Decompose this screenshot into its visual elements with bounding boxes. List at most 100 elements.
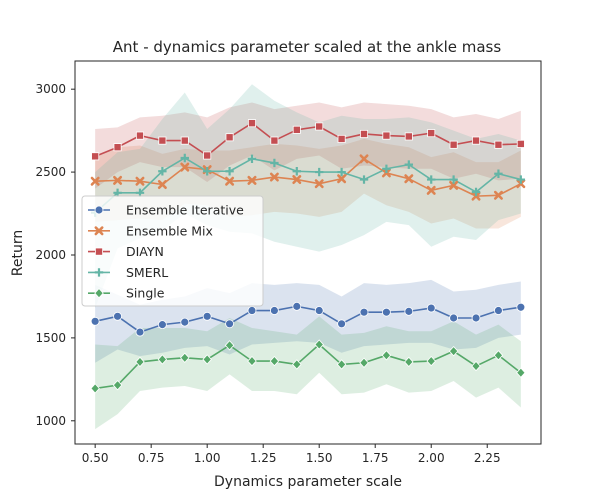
- legend-label-single: Single: [126, 286, 165, 301]
- point-single: [493, 350, 504, 361]
- point-single: [112, 379, 123, 391]
- legend-box: [81, 195, 264, 307]
- legend-items: Ensemble Iterative Ensemble Mix DIAYN SMERL…: [88, 203, 244, 301]
- legend-marker-ensemble-iterative: [94, 205, 104, 215]
- point-ensemble-mix: [337, 174, 347, 184]
- point-single: [157, 354, 168, 365]
- point-ensemble-iterative: [314, 306, 324, 315]
- point-smerl: [494, 169, 503, 178]
- point-single: [336, 359, 347, 370]
- point-single: [516, 367, 526, 378]
- legend-marker-smerl: [94, 268, 104, 277]
- point-ensemble-mix: [269, 172, 279, 182]
- legend-item-ensemble-iterative: Ensemble Iterative: [88, 203, 244, 218]
- point-diayn: [270, 136, 279, 145]
- point-ensemble-iterative: [247, 306, 257, 315]
- point-ensemble-iterative: [359, 307, 369, 317]
- markers-diayn: [91, 119, 525, 161]
- legend-label-diayn: DIAYN: [126, 244, 164, 259]
- point-smerl: [247, 154, 257, 164]
- legend-label-smerl: SMERL: [126, 265, 168, 280]
- x-tick-label: 1.00: [194, 451, 221, 465]
- point-single: [247, 355, 257, 367]
- point-ensemble-mix: [180, 162, 190, 172]
- x-tick-label: 1.75: [362, 451, 389, 465]
- markers-ensemble-mix: [90, 154, 526, 201]
- y-tick-label: 2000: [35, 248, 66, 262]
- band-ensemble-mix: [95, 138, 521, 229]
- point-ensemble-mix: [359, 154, 369, 164]
- point-ensemble-mix: [314, 179, 324, 189]
- point-diayn: [225, 133, 234, 142]
- band-smerl: [95, 84, 521, 309]
- point-diayn: [158, 136, 167, 145]
- point-smerl: [225, 167, 234, 176]
- y-tick-label: 2500: [35, 165, 66, 179]
- point-single: [269, 355, 280, 367]
- point-smerl: [270, 158, 279, 168]
- chart-title: Ant - dynamics parameter scaled at the a…: [113, 38, 502, 56]
- point-single: [471, 360, 481, 372]
- point-ensemble-iterative: [404, 306, 414, 316]
- plot-frame: [74, 60, 542, 445]
- point-diayn: [449, 140, 458, 149]
- point-diayn: [360, 129, 369, 138]
- point-smerl: [382, 164, 391, 173]
- x-axis-ticks: 0.50 0.75 1.00 1.25 1.50 1.75 2.00 2.25: [82, 444, 501, 465]
- point-smerl: [180, 153, 189, 163]
- point-single: [359, 357, 369, 368]
- legend-item-diayn: DIAYN: [88, 244, 164, 259]
- y-tick-label: 1500: [35, 331, 66, 345]
- x-tick-label: 1.25: [250, 451, 277, 465]
- point-ensemble-mix: [113, 175, 123, 185]
- point-ensemble-iterative: [382, 307, 391, 317]
- point-diayn: [203, 151, 212, 160]
- y-axis-ticks: 1000 1500 2000 2500 3000: [35, 82, 75, 428]
- point-single: [381, 350, 392, 361]
- legend-marker-ensemble-mix: [94, 226, 104, 236]
- legend-label-ensemble-iterative: Ensemble Iterative: [126, 203, 244, 218]
- point-ensemble-iterative: [449, 313, 459, 323]
- point-smerl: [292, 167, 301, 176]
- point-smerl: [337, 167, 346, 177]
- point-single: [202, 354, 212, 365]
- point-ensemble-mix: [225, 176, 235, 186]
- point-diayn: [135, 131, 144, 140]
- point-single: [314, 339, 324, 350]
- point-single: [180, 352, 190, 363]
- y-tick-label: 1000: [35, 414, 66, 428]
- point-ensemble-iterative: [494, 306, 503, 315]
- point-ensemble-mix: [90, 176, 100, 186]
- point-single: [426, 355, 436, 367]
- legend-item-ensemble-mix: Ensemble Mix: [88, 223, 213, 238]
- band-single: [95, 316, 521, 430]
- point-smerl: [359, 175, 369, 184]
- point-smerl: [315, 167, 324, 177]
- point-ensemble-mix: [157, 180, 167, 190]
- point-single: [404, 356, 414, 368]
- point-diayn: [337, 134, 346, 143]
- x-tick-label: 0.50: [82, 451, 109, 465]
- x-tick-label: 2.25: [474, 451, 501, 465]
- markers-ensemble-iterative: [90, 301, 526, 337]
- point-ensemble-iterative: [225, 319, 234, 329]
- point-diayn: [472, 136, 481, 145]
- point-diayn: [427, 129, 436, 138]
- legend-marker-single: [94, 288, 104, 299]
- point-diayn: [91, 152, 100, 161]
- point-single: [292, 359, 302, 370]
- x-tick-label: 2.00: [418, 451, 445, 465]
- point-smerl: [449, 175, 458, 184]
- x-axis-label: Dynamics parameter scale: [214, 474, 402, 490]
- y-tick-label: 3000: [35, 82, 66, 96]
- point-ensemble-iterative: [426, 303, 436, 313]
- markers-single: [90, 339, 526, 394]
- point-diayn: [494, 140, 503, 149]
- point-diayn: [292, 125, 301, 134]
- point-diayn: [180, 136, 189, 145]
- x-tick-label: 0.75: [138, 451, 165, 465]
- point-ensemble-mix: [247, 175, 257, 185]
- point-diayn: [516, 139, 525, 148]
- point-single: [448, 345, 459, 357]
